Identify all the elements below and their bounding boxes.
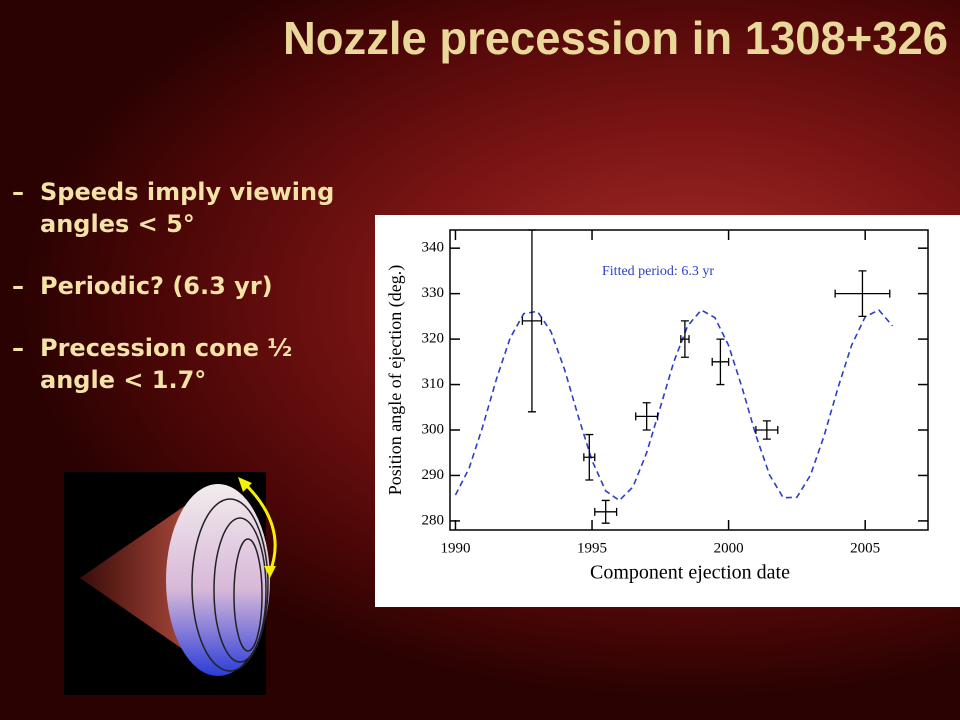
y-axis-label: Position angle of ejection (deg.) xyxy=(385,265,406,495)
bullet: Speeds imply viewing angles < 5° xyxy=(12,176,370,240)
y-tick-label: 310 xyxy=(422,376,445,392)
plot-frame xyxy=(449,229,929,531)
x-error-bar xyxy=(635,412,659,421)
bullet: Precession cone ½ angle < 1.7° xyxy=(12,332,370,396)
annotation: Fitted period: 6.3 yr xyxy=(602,264,714,279)
x-error-bar xyxy=(521,316,543,325)
cone-rings xyxy=(191,498,269,672)
x-error-bar xyxy=(755,426,779,434)
x-tick-label: 1990 xyxy=(440,540,470,556)
slide-title: Nozzle precession in 1308+326 xyxy=(283,12,948,64)
x-tick-label: 2005 xyxy=(850,540,880,556)
y-tick-label: 330 xyxy=(422,285,445,301)
x-error-bar xyxy=(583,453,596,462)
x-error-bar xyxy=(680,335,690,344)
x-error-bar xyxy=(594,507,618,516)
y-tick-label: 340 xyxy=(422,240,445,256)
x-tick-label: 1995 xyxy=(577,540,607,556)
arrow-head xyxy=(264,566,276,578)
y-tick-label: 290 xyxy=(422,467,445,483)
x-tick-label: 2000 xyxy=(714,540,744,556)
bullet-list: Speeds imply viewing angles < 5° Periodi… xyxy=(12,176,370,426)
fit-curve xyxy=(454,308,894,502)
x-axis-label: Component ejection date xyxy=(590,562,790,584)
y-tick-label: 320 xyxy=(422,331,445,347)
arrow xyxy=(241,480,277,573)
arrow-head xyxy=(238,477,252,492)
y-tick-label: 280 xyxy=(422,512,445,528)
x-error-bar xyxy=(711,357,730,366)
cone-cap xyxy=(166,484,270,676)
y-tick-label: 300 xyxy=(422,421,445,437)
bullet: Periodic? (6.3 yr) xyxy=(12,270,370,302)
x-error-bar xyxy=(834,289,891,298)
